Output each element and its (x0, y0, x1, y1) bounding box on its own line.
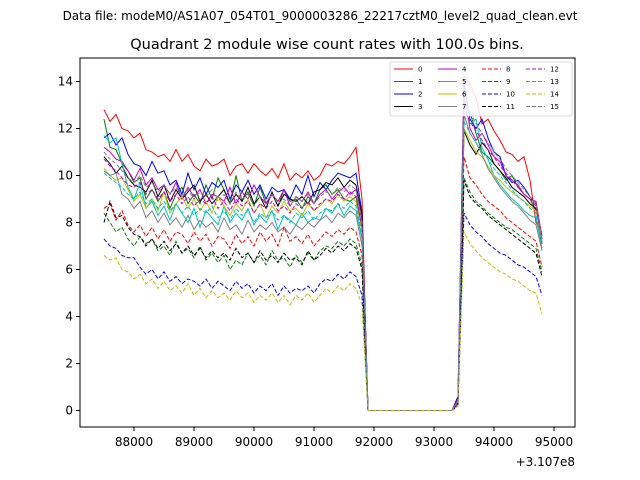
series-line-12 (103, 109, 543, 412)
legend-label-10: 10 (506, 91, 515, 99)
legend-label-2: 2 (418, 91, 422, 99)
x-tick-label: 93000 (415, 435, 453, 449)
series-line-9 (103, 177, 543, 412)
x-axis: 88000 89000 90000 91000 92000 93000 94000 95000 (115, 427, 573, 449)
series-line-6 (103, 128, 543, 412)
x-tick-label: 89000 (175, 435, 213, 449)
legend-box (389, 61, 573, 117)
legend-label-1: 1 (418, 78, 422, 86)
y-tick-label: 8 (65, 216, 73, 230)
y-tick-label: 10 (58, 169, 73, 183)
legend-label-12: 12 (550, 66, 559, 74)
x-tick-label: 95000 (535, 435, 573, 449)
y-axis: 0 2 4 6 8 10 12 14 (58, 75, 80, 418)
series-line-5 (103, 104, 543, 412)
legend-label-9: 9 (506, 78, 510, 86)
legend-label-11: 11 (506, 103, 515, 111)
series-line-7 (103, 114, 543, 412)
series-line-3 (103, 130, 543, 412)
legend-label-13: 13 (550, 78, 559, 86)
legend-label-8: 8 (506, 66, 510, 74)
suptitle: Data file: modeM0/AS1A07_054T01_90000032… (63, 9, 578, 23)
y-tick-label: 6 (65, 263, 73, 277)
legend-label-0: 0 (418, 66, 422, 74)
legend-label-7: 7 (462, 103, 466, 111)
axes-frame (79, 57, 576, 428)
legend-label-14: 14 (550, 91, 559, 99)
x-tick-label: 94000 (475, 435, 513, 449)
legend-label-6: 6 (462, 91, 467, 99)
series-line-8 (103, 156, 543, 412)
series-line-10 (103, 212, 543, 412)
y-tick-label: 4 (65, 310, 73, 324)
legend-label-15: 15 (550, 103, 559, 111)
x-offset-label: +3.107e8 (516, 455, 575, 469)
y-tick-label: 14 (58, 75, 73, 89)
x-tick-label: 90000 (235, 435, 273, 449)
legend-label-5: 5 (462, 78, 466, 86)
chart-title: Quadrant 2 module wise count rates with … (130, 37, 524, 53)
y-tick-label: 12 (58, 122, 73, 136)
legend-label-3: 3 (418, 103, 422, 111)
x-tick-label: 92000 (355, 435, 393, 449)
x-tick-label: 91000 (295, 435, 333, 449)
series-line-4 (103, 95, 543, 412)
plot-area (103, 75, 543, 412)
y-tick-label: 0 (65, 404, 73, 418)
legend-label-4: 4 (462, 66, 467, 74)
series-line-14 (103, 229, 543, 412)
y-tick-label: 2 (65, 357, 73, 371)
x-tick-label: 88000 (115, 435, 153, 449)
